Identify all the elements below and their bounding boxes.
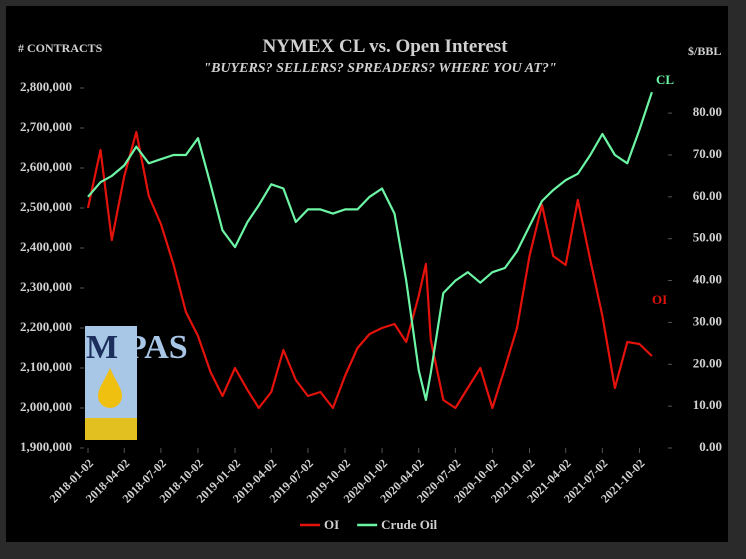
line-series	[86, 130, 653, 410]
y2-tick-label: 80.00	[693, 104, 722, 119]
logo-drop	[98, 368, 122, 408]
logo: M PAS	[85, 326, 188, 440]
y2-axis-title: $/BBL	[688, 44, 721, 58]
y-tick-label: 2,000,000	[20, 399, 72, 414]
chart-area	[6, 6, 728, 542]
y-tick-label: 2,800,000	[20, 79, 72, 94]
y-axis-title: # CONTRACTS	[18, 41, 103, 55]
y-tick-label: 2,100,000	[20, 359, 72, 374]
y2-tick-label: 10.00	[693, 397, 722, 412]
y-tick-label: 2,200,000	[20, 319, 72, 334]
y2-tick-label: 40.00	[693, 272, 722, 287]
y-tick-label: 2,700,000	[20, 119, 72, 134]
chart-subtitle: "BUYERS? SELLERS? SPREADERS? WHERE YOU A…	[203, 61, 556, 76]
legend-label: OI	[324, 517, 339, 532]
y-tick-label: 2,300,000	[20, 279, 72, 294]
annotation: CL	[656, 72, 674, 87]
y2-tick-label: 20.00	[693, 355, 722, 370]
y2-tick-label: 30.00	[693, 313, 722, 328]
y-tick-label: 2,400,000	[20, 239, 72, 254]
legend: OI Crude Oil	[300, 517, 438, 532]
line-series	[87, 91, 653, 401]
annotation: OI	[652, 292, 667, 307]
logo-letter: M	[86, 329, 118, 366]
y-tick-label: 2,500,000	[20, 199, 72, 214]
logo-text: PAS	[126, 329, 188, 366]
y2-tick-label: 0.00	[699, 439, 722, 454]
y2-tick-label: 60.00	[693, 188, 722, 203]
y-tick-label: 1,900,000	[20, 439, 72, 454]
legend-label: Crude Oil	[381, 517, 437, 532]
y2-tick-label: 70.00	[693, 146, 722, 161]
y2-tick-label: 50.00	[693, 230, 722, 245]
y-tick-label: 2,600,000	[20, 159, 72, 174]
logo-sand	[85, 418, 137, 440]
chart-title: NYMEX CL vs. Open Interest	[262, 36, 508, 57]
